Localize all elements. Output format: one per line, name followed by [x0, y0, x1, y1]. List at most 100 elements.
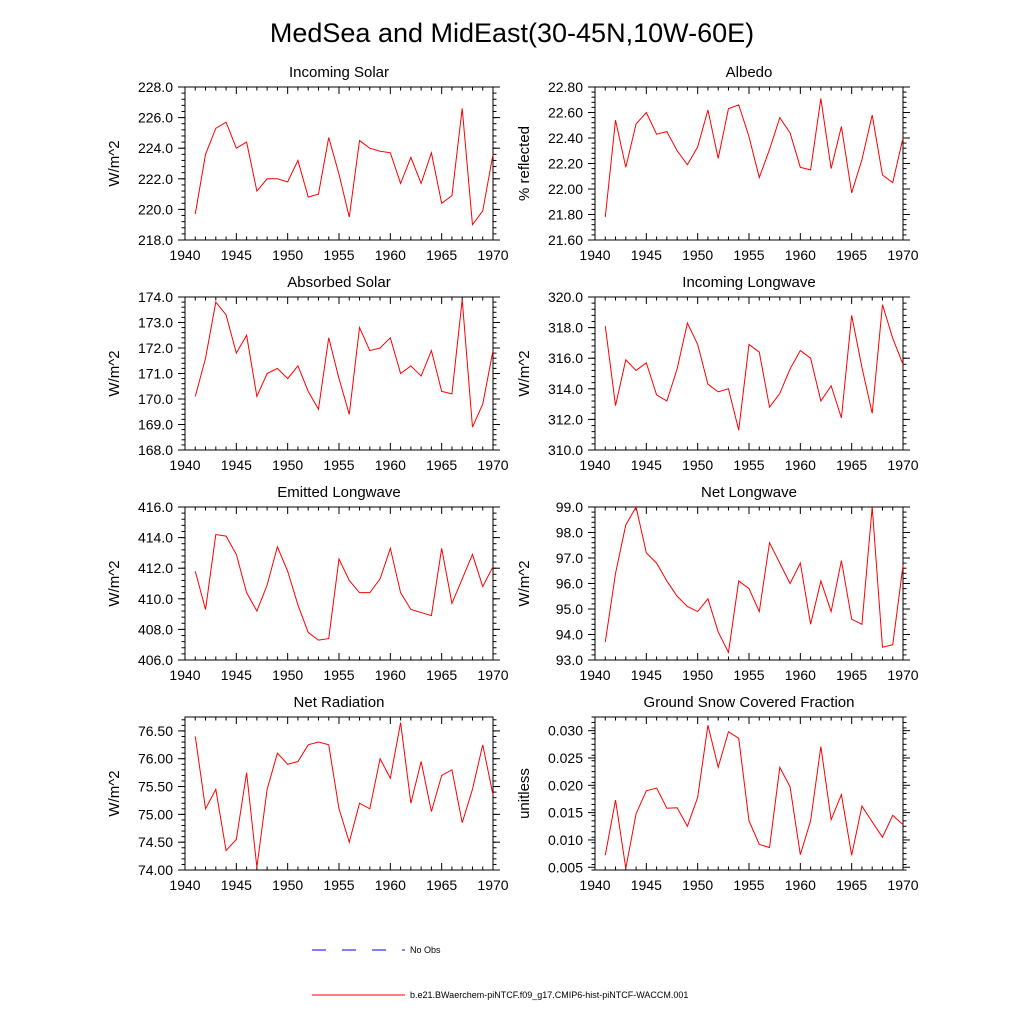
x-tick-label: 1960 [785, 667, 816, 683]
x-tick-label: 1960 [785, 247, 816, 263]
x-tick-label: 1945 [631, 247, 662, 263]
y-axis-label: W/m^2 [106, 140, 123, 186]
series-line [194, 108, 494, 227]
y-tick-label: 320.0 [548, 289, 583, 305]
x-tick-label: 1950 [682, 667, 713, 683]
x-tick-label: 1965 [836, 667, 867, 683]
x-tick-label: 1945 [631, 457, 662, 473]
y-tick-label: 410.0 [138, 591, 173, 607]
plot-frame [184, 716, 494, 871]
panel-title: Net Radiation [294, 694, 385, 711]
x-tick-label: 1950 [682, 247, 713, 263]
legend-obs-label: No Obs [410, 945, 441, 955]
y-tick-label: 218.0 [138, 232, 173, 248]
y-tick-label: 75.00 [138, 806, 173, 822]
x-tick-label: 1940 [169, 667, 200, 683]
y-tick-label: 168.0 [138, 442, 173, 458]
y-tick-label: 22.20 [548, 156, 583, 172]
y-tick-label: 226.0 [138, 110, 173, 126]
y-tick-label: 0.020 [548, 777, 583, 793]
x-tick-label: 1955 [733, 877, 764, 893]
y-tick-label: 76.50 [138, 723, 173, 739]
x-tick-label: 1955 [323, 667, 354, 683]
panel-title: Ground Snow Covered Fraction [644, 694, 855, 711]
x-tick-label: 1970 [477, 667, 508, 683]
x-tick-label: 1970 [887, 877, 918, 893]
y-axis-label: W/m^2 [516, 350, 533, 396]
panel-title: Incoming Solar [289, 64, 389, 81]
x-tick-label: 1950 [682, 457, 713, 473]
x-tick-label: 1970 [477, 877, 508, 893]
y-tick-label: 22.80 [548, 79, 583, 95]
x-tick-label: 1950 [682, 877, 713, 893]
chart-panel-4: Incoming Longwave W/m^2 1940 1945 1950 1955 19… [516, 274, 919, 473]
x-tick-label: 1955 [733, 457, 764, 473]
x-tick-label: 1945 [221, 667, 252, 683]
x-tick-label: 1945 [221, 877, 252, 893]
y-tick-label: 408.0 [138, 621, 173, 637]
y-tick-label: 96.0 [556, 576, 583, 592]
x-tick-label: 1955 [323, 457, 354, 473]
chart-panel-2: Albedo % reflected 1940 1945 1950 1955 1960 196… [516, 64, 919, 263]
x-tick-label: 1960 [375, 667, 406, 683]
x-tick-label: 1960 [785, 877, 816, 893]
y-axis-label: % reflected [516, 126, 533, 201]
y-tick-label: 0.005 [548, 859, 583, 875]
plot-frame [184, 296, 494, 451]
x-tick-label: 1960 [375, 247, 406, 263]
legend-model-label: b.e21.BWaerchem-piNTCF.f09_g17.CMIP6-his… [410, 990, 688, 1000]
y-tick-label: 312.0 [548, 411, 583, 427]
y-tick-label: 22.00 [548, 181, 583, 197]
y-tick-label: 174.0 [138, 289, 173, 305]
series-line [194, 722, 494, 868]
panel-title: Emitted Longwave [277, 484, 400, 501]
x-tick-label: 1940 [579, 457, 610, 473]
series-line [194, 299, 494, 428]
y-tick-label: 94.0 [556, 627, 583, 643]
y-tick-label: 406.0 [138, 652, 173, 668]
x-tick-label: 1960 [375, 457, 406, 473]
series-line [604, 505, 904, 654]
x-tick-label: 1965 [836, 877, 867, 893]
x-tick-label: 1965 [426, 457, 457, 473]
x-tick-label: 1945 [221, 457, 252, 473]
plot-frame [594, 86, 904, 241]
y-tick-label: 95.0 [556, 601, 583, 617]
x-tick-label: 1965 [426, 877, 457, 893]
y-tick-label: 169.0 [138, 417, 173, 433]
y-tick-label: 22.40 [548, 130, 583, 146]
panel-title: Net Longwave [701, 484, 797, 501]
x-tick-label: 1950 [272, 877, 303, 893]
y-tick-label: 93.0 [556, 652, 583, 668]
x-tick-label: 1955 [733, 247, 764, 263]
x-tick-label: 1955 [323, 247, 354, 263]
x-tick-label: 1940 [169, 877, 200, 893]
x-tick-label: 1970 [887, 247, 918, 263]
y-tick-label: 22.60 [548, 105, 583, 121]
y-axis-label: W/m^2 [106, 560, 123, 606]
plot-frame [184, 506, 494, 661]
y-tick-label: 412.0 [138, 560, 173, 576]
y-axis-label: W/m^2 [106, 350, 123, 396]
y-tick-label: 318.0 [548, 320, 583, 336]
y-tick-label: 76.00 [138, 751, 173, 767]
y-tick-label: 173.0 [138, 315, 173, 331]
y-tick-label: 0.015 [548, 805, 583, 821]
x-tick-label: 1965 [836, 247, 867, 263]
y-axis-label: W/m^2 [106, 770, 123, 816]
x-tick-label: 1955 [733, 667, 764, 683]
y-tick-label: 99.0 [556, 499, 583, 515]
x-tick-label: 1940 [579, 877, 610, 893]
x-tick-label: 1950 [272, 247, 303, 263]
x-tick-label: 1965 [426, 667, 457, 683]
panel-title: Absorbed Solar [287, 274, 390, 291]
y-tick-label: 75.50 [138, 779, 173, 795]
y-tick-label: 222.0 [138, 171, 173, 187]
y-tick-label: 74.50 [138, 834, 173, 850]
x-tick-label: 1945 [221, 247, 252, 263]
series-line [604, 725, 904, 869]
series-line [604, 98, 904, 218]
x-tick-label: 1965 [426, 247, 457, 263]
plot-frame [594, 506, 904, 661]
